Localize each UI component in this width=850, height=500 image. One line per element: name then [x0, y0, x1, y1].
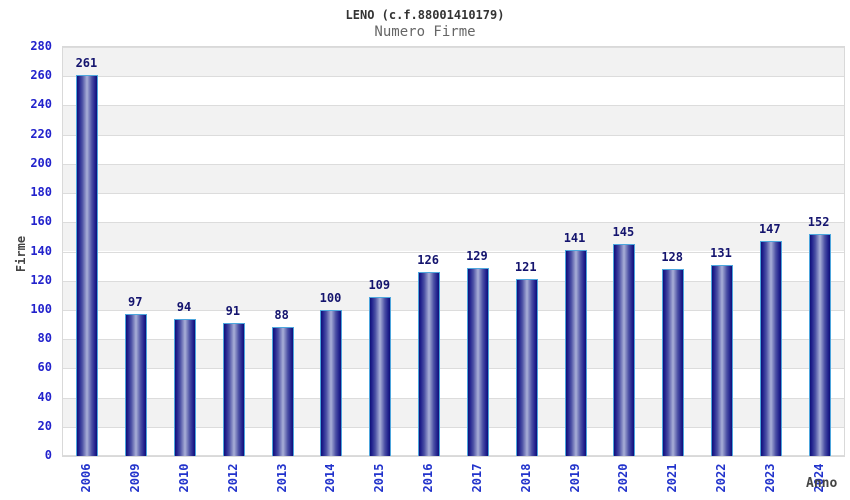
grid-band — [63, 163, 844, 194]
x-tick-label: 2009 — [128, 463, 143, 493]
gridline — [63, 47, 844, 48]
y-tick-label: 0 — [44, 448, 52, 462]
gridline — [63, 397, 844, 399]
bar-value-label: 145 — [612, 225, 635, 240]
bar — [125, 314, 148, 456]
gridline — [63, 309, 844, 311]
x-tick-label: 2012 — [225, 463, 240, 493]
bar — [662, 269, 685, 456]
y-tick-label: 240 — [30, 97, 52, 112]
grid-band — [63, 193, 844, 223]
bar-value-label: 97 — [127, 295, 143, 310]
y-tick-label: 40 — [37, 389, 52, 404]
y-tick-label: 120 — [30, 272, 52, 287]
gridline — [63, 455, 844, 456]
bar — [418, 271, 441, 456]
plot-area — [62, 46, 845, 457]
y-tick-label: 20 — [37, 418, 52, 433]
y-tick-label: 260 — [30, 68, 52, 83]
bar-value-label: 152 — [807, 214, 830, 229]
bar-value-label: 261 — [75, 55, 98, 70]
y-tick-label: 280 — [30, 39, 52, 53]
gridline — [63, 251, 844, 253]
bar — [564, 250, 587, 456]
bar-value-label: 131 — [710, 245, 732, 260]
bar — [320, 309, 343, 456]
gridline — [63, 193, 844, 195]
y-tick-label: 220 — [30, 126, 52, 141]
y-tick-label: 80 — [37, 331, 52, 346]
gridline — [63, 280, 844, 282]
gridline — [63, 222, 844, 224]
bar-value-label: 88 — [274, 308, 289, 323]
gridline — [63, 426, 844, 428]
y-tick-label: 60 — [37, 360, 52, 375]
bar — [613, 244, 636, 456]
bar-value-label: 129 — [466, 248, 488, 263]
grid-band — [63, 222, 844, 252]
bar-value-label: 128 — [661, 250, 683, 265]
x-tick-label: 2020 — [616, 463, 631, 493]
x-tick-label: 2021 — [665, 463, 680, 493]
gridline — [63, 163, 844, 165]
bar — [271, 327, 294, 456]
chart-title: LENO (c.f.88001410179) — [345, 8, 505, 22]
bar — [76, 74, 99, 456]
bar — [466, 267, 489, 456]
bar-value-label: 126 — [417, 252, 439, 267]
bar-value-label: 100 — [319, 290, 342, 305]
gridline — [63, 105, 844, 107]
y-tick-label: 200 — [30, 155, 52, 170]
bar — [174, 318, 197, 456]
x-tick-label: 2013 — [274, 463, 289, 493]
bar-value-label: 147 — [758, 222, 781, 237]
x-axis-title: Anno — [806, 476, 838, 491]
y-tick-label: 140 — [30, 243, 52, 258]
grid-band — [63, 76, 844, 106]
x-tick-label: 2023 — [762, 463, 777, 493]
gridline — [63, 76, 844, 78]
gridline — [63, 339, 844, 341]
chart-subtitle: Numero Firme — [374, 24, 476, 40]
bar-value-label: 109 — [368, 277, 391, 292]
bar — [759, 241, 782, 456]
bar — [369, 296, 392, 456]
y-tick-label: 180 — [30, 185, 52, 200]
bar — [710, 264, 733, 456]
y-tick-label: 100 — [30, 301, 52, 316]
bar — [222, 323, 245, 456]
bar — [808, 233, 831, 456]
bar-value-label: 94 — [176, 299, 192, 314]
grid-band — [63, 134, 844, 164]
x-tick-label: 2010 — [177, 463, 192, 493]
gridline — [63, 368, 844, 370]
x-tick-label: 2016 — [421, 463, 436, 493]
bar-value-label: 141 — [563, 231, 586, 246]
x-tick-label: 2017 — [469, 463, 484, 493]
x-tick-label: 2015 — [372, 463, 387, 493]
x-tick-label: 2014 — [323, 463, 338, 493]
gridline — [63, 134, 844, 136]
bar — [515, 279, 538, 456]
x-tick-label: 2019 — [567, 463, 582, 493]
bar-value-label: 121 — [514, 260, 537, 275]
x-tick-label: 2018 — [518, 463, 533, 493]
y-tick-label: 160 — [30, 214, 52, 229]
grid-band — [63, 47, 844, 77]
bar-value-label: 91 — [225, 304, 241, 319]
x-tick-label: 2006 — [79, 463, 94, 493]
grid-band — [63, 105, 844, 135]
x-tick-label: 2022 — [713, 463, 728, 493]
